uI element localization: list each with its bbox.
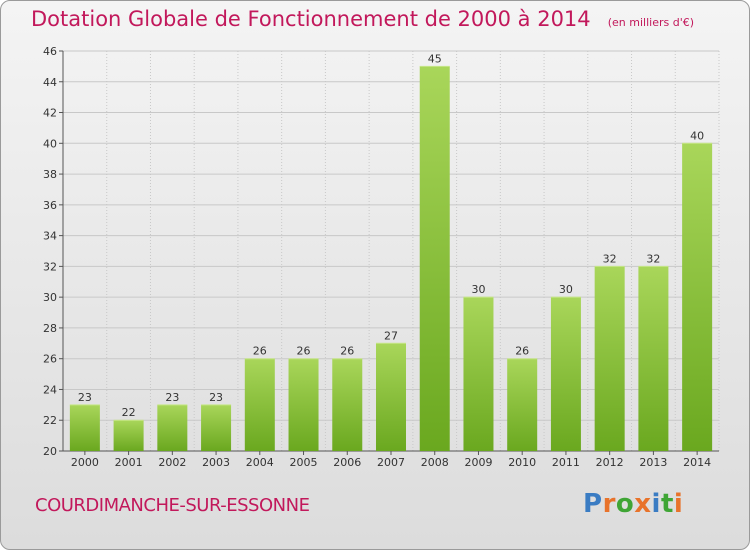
logo-letter: x [634, 489, 652, 519]
x-tick-label: 2007 [377, 456, 405, 469]
logo-letter: o [615, 489, 635, 519]
bar [594, 266, 625, 451]
data-label: 26 [253, 345, 267, 358]
data-label: 45 [428, 52, 442, 65]
y-tick-label: 28 [43, 322, 57, 335]
data-label: 32 [646, 252, 660, 265]
x-tick-label: 2004 [246, 456, 274, 469]
logo-letter: i [673, 489, 684, 519]
y-tick-label: 40 [43, 137, 57, 150]
x-tick-label: 2002 [158, 456, 186, 469]
y-tick-label: 42 [43, 107, 57, 120]
title-row: Dotation Globale de Fonctionnement de 20… [31, 7, 694, 31]
x-tick-label: 2006 [333, 456, 361, 469]
y-tick-label: 20 [43, 445, 57, 458]
proxiti-logo[interactable]: Proxiti [583, 489, 683, 519]
y-tick-label: 26 [43, 353, 57, 366]
data-label: 40 [690, 129, 704, 142]
bar [69, 404, 100, 451]
data-label: 23 [209, 391, 223, 404]
bar [419, 66, 450, 451]
x-tick-label: 2003 [202, 456, 230, 469]
data-label: 30 [471, 283, 485, 296]
logo-letter: t [660, 489, 674, 519]
chart-title: Dotation Globale de Fonctionnement de 20… [31, 7, 591, 31]
x-tick-label: 2010 [508, 456, 536, 469]
logo-letter: P [583, 489, 603, 519]
chart-subtitle: (en milliers d'€) [607, 16, 695, 29]
bar [376, 343, 406, 451]
y-tick-label: 46 [43, 45, 57, 58]
x-tick-label: 2005 [290, 456, 318, 469]
data-label: 32 [603, 252, 617, 265]
y-tick-label: 32 [43, 260, 57, 273]
data-label: 26 [340, 345, 354, 358]
x-tick-label: 2000 [71, 456, 99, 469]
y-tick-label: 34 [43, 230, 57, 243]
bar [550, 297, 581, 451]
data-label: 23 [165, 391, 179, 404]
y-tick-label: 22 [43, 414, 57, 427]
y-tick-label: 24 [43, 383, 57, 396]
bar [244, 358, 275, 451]
logo-letter: r [602, 489, 616, 519]
bar [288, 358, 319, 451]
x-tick-label: 2008 [421, 456, 449, 469]
x-tick-label: 2009 [464, 456, 492, 469]
logo-letter: i [651, 489, 661, 519]
y-tick-label: 30 [43, 291, 57, 304]
x-tick-label: 2012 [596, 456, 624, 469]
y-tick-label: 36 [43, 199, 57, 212]
bar [332, 358, 363, 451]
bar [638, 266, 669, 451]
x-tick-label: 2013 [639, 456, 667, 469]
bar [157, 404, 188, 451]
data-label: 27 [384, 329, 398, 342]
data-label: 23 [78, 391, 92, 404]
commune-name: COURDIMANCHE-SUR-ESSONNE [35, 495, 310, 516]
bar [201, 404, 232, 451]
x-tick-label: 2001 [115, 456, 143, 469]
bar [682, 143, 713, 452]
bar [463, 297, 494, 451]
data-label: 26 [515, 345, 529, 358]
x-tick-label: 2014 [683, 456, 711, 469]
bar [507, 358, 538, 451]
data-label: 26 [297, 345, 311, 358]
x-tick-label: 2011 [552, 456, 580, 469]
y-tick-label: 38 [43, 168, 57, 181]
bar [113, 420, 144, 451]
y-tick-label: 44 [43, 76, 57, 89]
data-label: 22 [122, 406, 136, 419]
data-label: 30 [559, 283, 573, 296]
